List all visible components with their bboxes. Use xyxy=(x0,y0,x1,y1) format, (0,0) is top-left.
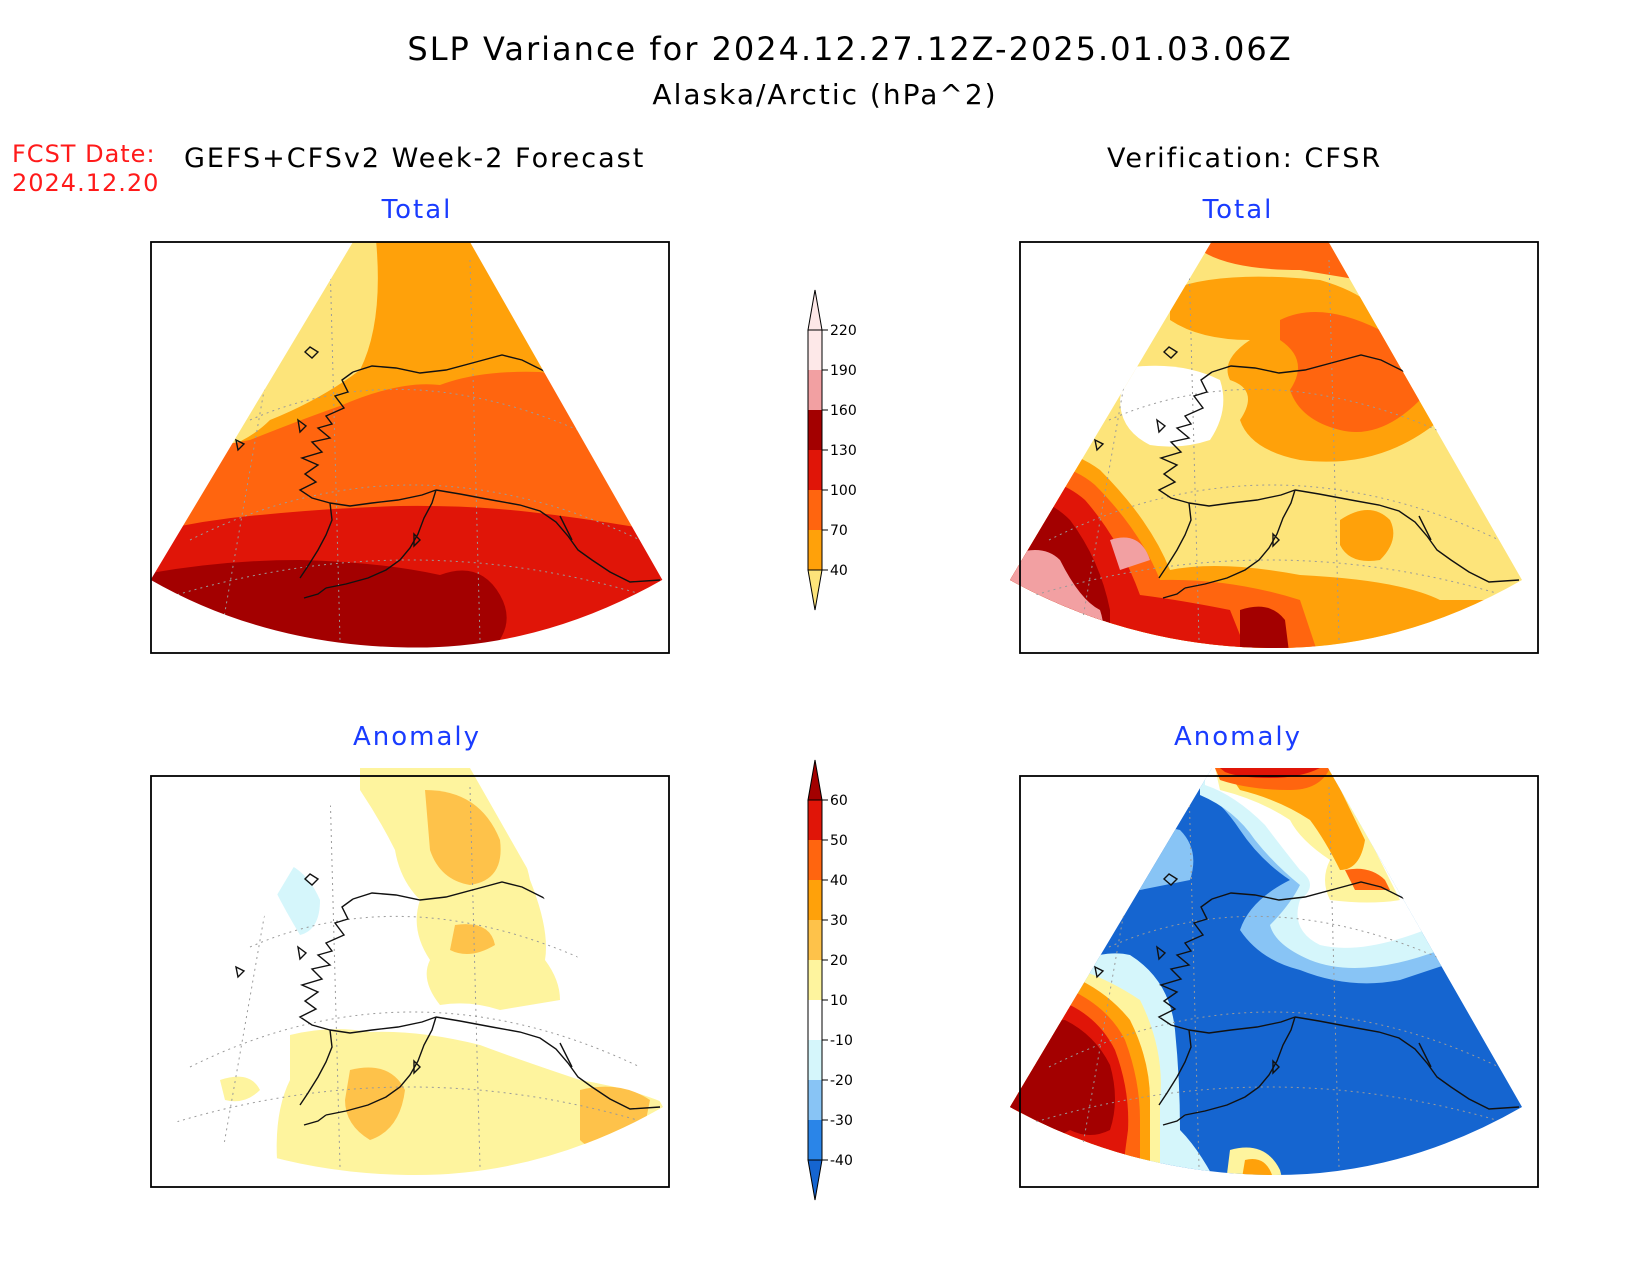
anomaly-colorbar-tick-label: 40 xyxy=(830,873,848,889)
anomaly-colorbar-tick-label: -20 xyxy=(830,1073,853,1089)
panel-title-verification-total: Total xyxy=(1202,195,1274,225)
forecast-date: FCST Date: 2024.12.20 xyxy=(12,140,159,198)
total-colorbar: 40 70 100 130 160 190 220 xyxy=(807,289,857,611)
total-colorbar-block xyxy=(808,530,822,570)
anomaly-colorbar-frame xyxy=(807,799,823,1161)
total-colorbar-block xyxy=(808,330,822,370)
verification-anomaly-frame xyxy=(1019,775,1539,1188)
total-colorbar-block xyxy=(808,450,822,490)
forecast-header: GEFS+CFSv2 Week-2 Forecast xyxy=(184,143,646,174)
verification-header: Verification: CFSR xyxy=(1107,143,1383,174)
anomaly-colorbar-block xyxy=(808,840,822,880)
anomaly-colorbar-block xyxy=(808,1120,822,1160)
total-colorbar-block xyxy=(808,370,822,410)
total-colorbar-tick-label: 130 xyxy=(830,443,857,459)
anomaly-colorbar-end-high xyxy=(807,759,823,801)
forecast-date-value: 2024.12.20 xyxy=(12,169,160,197)
anomaly-colorbar-block xyxy=(808,960,822,1000)
anomaly-colorbar-tick-label: 10 xyxy=(830,993,848,1009)
forecast-total-frame xyxy=(150,241,670,654)
anomaly-colorbar-block xyxy=(808,880,822,920)
anomaly-colorbar-tick-label: 50 xyxy=(830,833,848,849)
verification-total-map xyxy=(1010,241,1539,654)
chart-subtitle: Alaska/Arctic (hPa^2) xyxy=(652,78,998,111)
forecast-anomaly-map xyxy=(150,768,670,1188)
total-colorbar-tick-label: 70 xyxy=(830,523,848,539)
anomaly-colorbar-block xyxy=(808,1080,822,1120)
anomaly-colorbar-block xyxy=(808,800,822,840)
anomaly-colorbar-tick-label: -30 xyxy=(830,1113,853,1129)
anomaly-colorbar-block xyxy=(808,920,822,960)
total-colorbar-tick-label: 190 xyxy=(830,363,857,379)
forecast-total-map xyxy=(149,240,670,654)
forecast-anomaly-frame xyxy=(150,775,670,1188)
total-colorbar-end-low xyxy=(807,569,823,611)
total-colorbar-tick-label: 160 xyxy=(830,403,857,419)
anomaly-colorbar-block xyxy=(808,1000,822,1040)
anomaly-colorbar-tick-label: 20 xyxy=(830,953,848,969)
total-colorbar-tick-label: 220 xyxy=(830,323,857,339)
total-colorbar-end-high xyxy=(807,289,823,331)
anomaly-colorbar-end-low xyxy=(807,1159,823,1201)
forecast-date-label: FCST Date: xyxy=(12,140,156,168)
panel-title-forecast-anomaly: Anomaly xyxy=(352,722,482,752)
panel-title-forecast-total: Total xyxy=(381,195,453,225)
total-colorbar-tick-label: 40 xyxy=(830,563,848,579)
total-colorbar-block xyxy=(808,410,822,450)
anomaly-colorbar-tick-label: -10 xyxy=(830,1033,853,1049)
total-colorbar-block xyxy=(808,490,822,530)
chart-title: SLP Variance for 2024.12.27.12Z-2025.01.… xyxy=(407,30,1293,68)
anomaly-colorbar: -40 -30 -20 -10 10 20 30 40 50 60 xyxy=(807,759,853,1201)
anomaly-colorbar-tick-label: 60 xyxy=(830,793,848,809)
total-colorbar-tick-label: 100 xyxy=(830,483,857,499)
anomaly-colorbar-tick-label: -40 xyxy=(830,1153,853,1169)
verification-anomaly-map xyxy=(1010,768,1539,1188)
anomaly-colorbar-tick-label: 30 xyxy=(830,913,848,929)
panel-title-verification-anomaly: Anomaly xyxy=(1173,722,1303,752)
verification-total-frame xyxy=(1019,241,1539,654)
anomaly-colorbar-block xyxy=(808,1040,822,1080)
